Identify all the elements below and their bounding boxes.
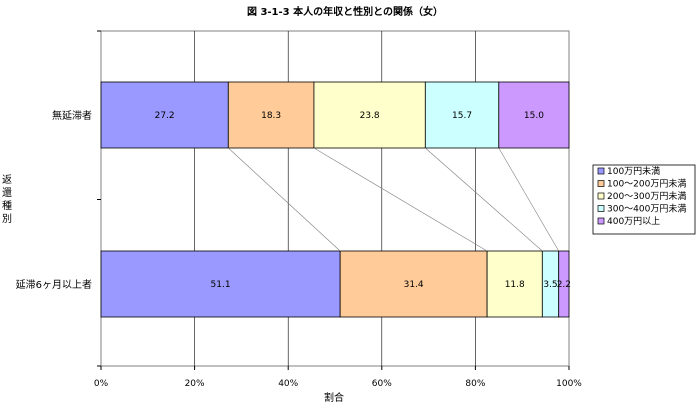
series-connector (498, 147, 559, 252)
data-label: 2.2 (557, 280, 571, 290)
data-label: 27.2 (155, 111, 175, 121)
data-label: 23.8 (360, 111, 380, 121)
data-label: 11.8 (505, 280, 525, 290)
legend-swatch (597, 205, 605, 212)
data-label: 18.3 (261, 111, 281, 121)
data-label: 31.4 (404, 280, 424, 290)
plot-area: 0% 20% 40% 60% 80% 100% 無延滞者 27.2 18.3 23.8 15.7 15… (16, 30, 582, 389)
legend-entry: 100～200万円未満 (607, 178, 686, 190)
chart-title: 図 3-1-3 本人の年収と性別との関係（女） (247, 5, 443, 18)
data-label: 15.7 (452, 111, 472, 121)
legend-swatch (597, 167, 605, 175)
bar-segment (313, 81, 426, 149)
legend-entry: 200～300万円未満 (607, 190, 686, 202)
legend-swatch (597, 192, 605, 200)
x-tick-label: 100% (556, 379, 582, 389)
category-label: 無延滞者 (52, 109, 92, 122)
bar-segment (558, 250, 570, 318)
bar-segment (100, 250, 341, 318)
x-tick-label: 80% (465, 379, 485, 389)
series-connector (228, 147, 341, 252)
x-tick-label: 0% (94, 379, 109, 389)
data-label: 3.5 (543, 280, 557, 290)
y-axis-label: 返還種別 (2, 174, 12, 225)
data-label: 51.1 (211, 280, 231, 290)
legend-box (592, 164, 696, 235)
x-tick-label: 60% (372, 379, 392, 389)
bar-segment (424, 81, 500, 149)
legend-swatch (597, 217, 605, 225)
x-tick-label: 20% (185, 379, 205, 389)
series-connector (313, 147, 488, 252)
legend-entry: 400万円以上 (607, 216, 660, 227)
data-label: 15.0 (524, 111, 544, 121)
legend-swatch (597, 180, 605, 187)
category-label: 延滞6ヶ月以上者 (16, 279, 92, 291)
x-tick-label: 40% (278, 379, 298, 389)
series-connector (425, 147, 543, 252)
legend-entry: 100万円未満 (607, 165, 660, 177)
x-axis-label: 割合 (324, 391, 344, 404)
legend: 100万円未満100～200万円未満200～300万円未満300～400万円未満… (592, 164, 696, 235)
bar-segment (100, 81, 229, 149)
legend-entry: 300～400万円未満 (607, 203, 686, 215)
bar-segment (486, 250, 543, 318)
bar-segment (498, 81, 570, 149)
bar-segment (227, 81, 315, 149)
